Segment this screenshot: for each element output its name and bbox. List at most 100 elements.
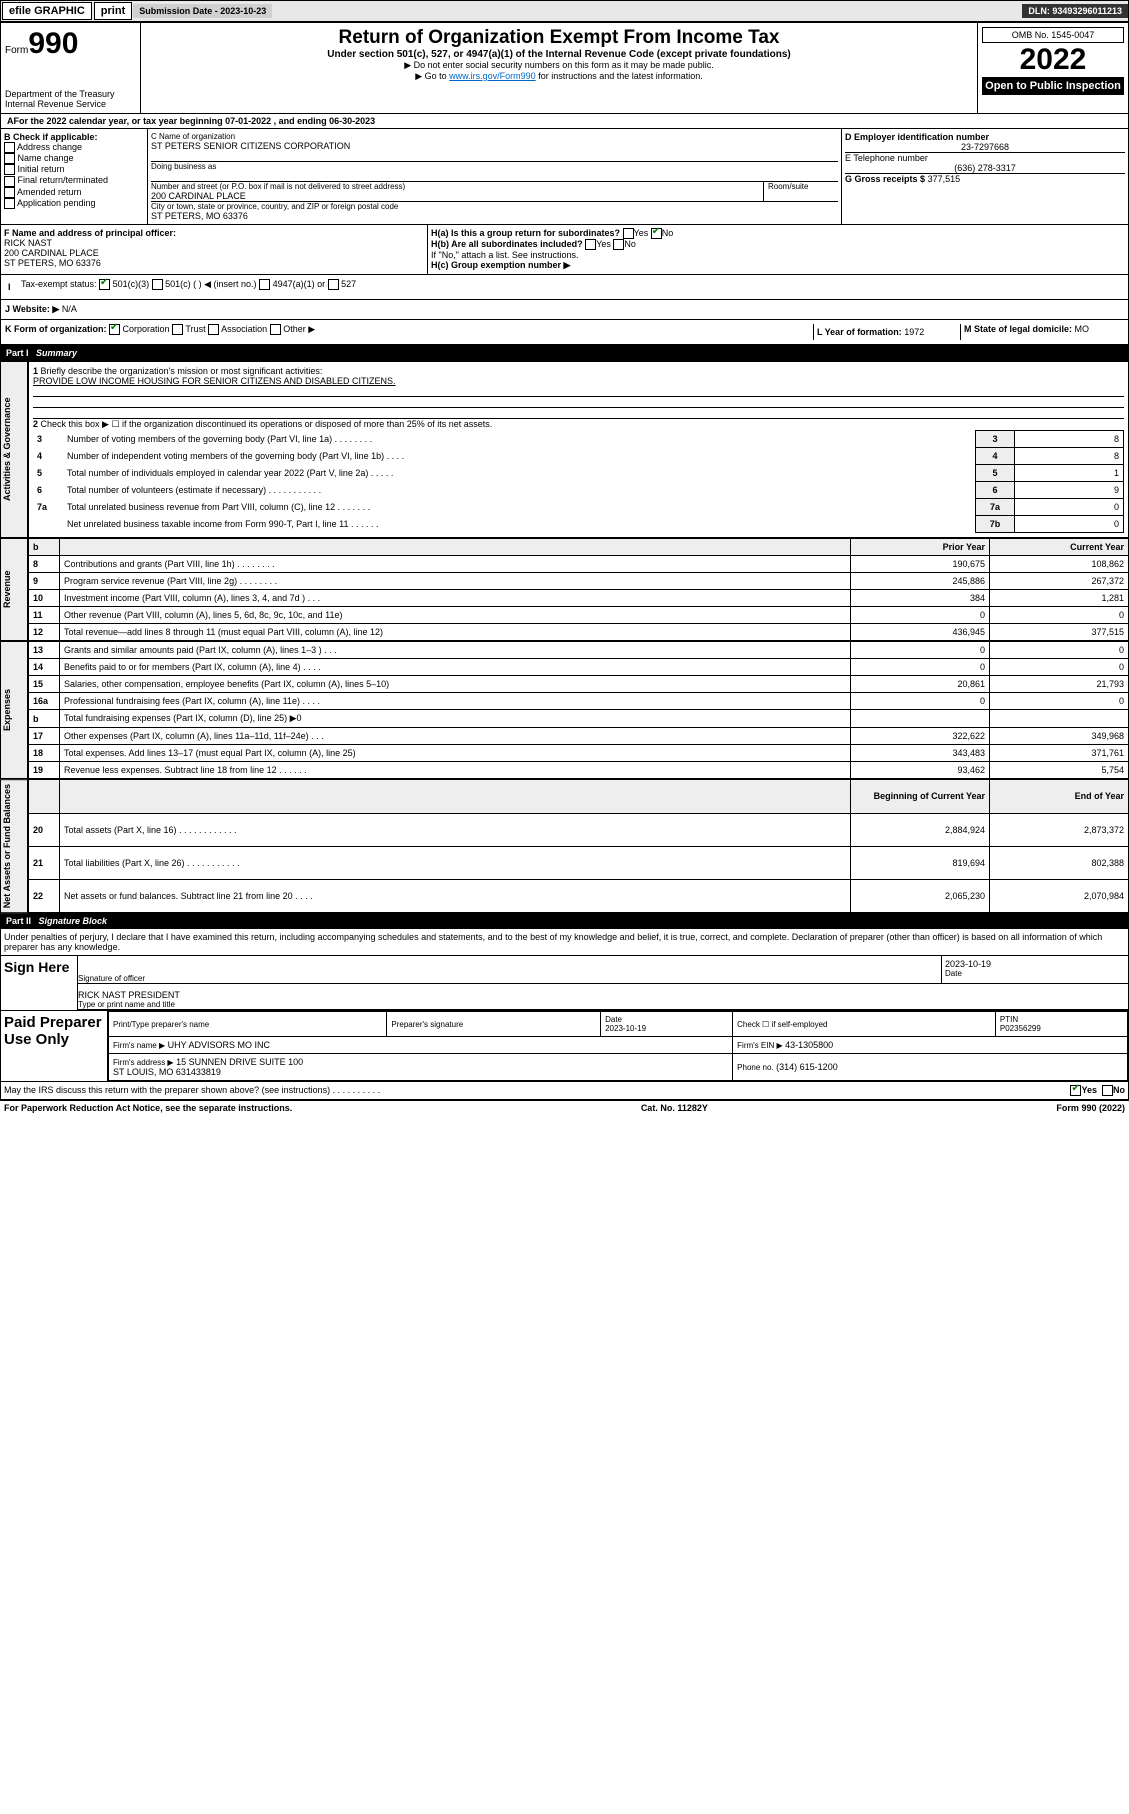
officer-name: RICK NAST: [4, 238, 424, 248]
firm-addr1: 15 SUNNEN DRIVE SUITE 100: [176, 1057, 303, 1067]
instructions-link[interactable]: www.irs.gov/Form990: [449, 71, 536, 81]
officer-sign-name: RICK NAST PRESIDENT: [78, 990, 1128, 1000]
firm-phone: (314) 615-1200: [776, 1062, 838, 1072]
paid-preparer-block: Paid Preparer Use Only Print/Type prepar…: [0, 1011, 1129, 1082]
instructions-link-line: ▶ Go to www.irs.gov/Form990 for instruct…: [145, 71, 973, 82]
part-i-header: Part I Summary: [0, 345, 1129, 361]
boxb-check[interactable]: [4, 176, 15, 187]
city-label: City or town, state or province, country…: [151, 202, 838, 211]
k-other[interactable]: [270, 324, 281, 335]
form-header: Form990 Department of the Treasury Inter…: [0, 22, 1129, 114]
box-f-label: F Name and address of principal officer:: [4, 228, 176, 238]
status-527[interactable]: [328, 279, 339, 290]
dba-label: Doing business as: [151, 162, 838, 171]
box-c-name-label: C Name of organization: [151, 132, 838, 141]
org-city: ST PETERS, MO 63376: [151, 211, 838, 221]
ein: 23-7297668: [845, 142, 1125, 152]
tax-period: AFor the 2022 calendar year, or tax year…: [0, 114, 1129, 129]
print-button[interactable]: print: [94, 2, 132, 20]
hc-label: H(c) Group exemption number ▶: [431, 260, 570, 270]
cat-no: Cat. No. 11282Y: [641, 1103, 708, 1113]
paperwork-notice: For Paperwork Reduction Act Notice, see …: [4, 1103, 292, 1113]
box-b-label: B Check if applicable:: [4, 132, 98, 142]
officer-city: ST PETERS, MO 63376: [4, 258, 424, 268]
declaration: Under penalties of perjury, I declare th…: [0, 929, 1129, 956]
exp-vlabel: Expenses: [0, 641, 28, 779]
ha-yes[interactable]: [623, 228, 634, 239]
form-word: Form: [5, 45, 28, 56]
website-label: Website: ▶: [13, 304, 60, 315]
tax-year: 2022: [982, 43, 1124, 77]
form-foot: Form 990 (2022): [1056, 1103, 1125, 1113]
hb-yes[interactable]: [585, 239, 596, 250]
footer-row: For Paperwork Reduction Act Notice, see …: [0, 1100, 1129, 1115]
officer-street: 200 CARDINAL PLACE: [4, 248, 424, 258]
legal-domicile: MO: [1075, 324, 1090, 334]
hb-label: H(b) Are all subordinates included?: [431, 239, 583, 249]
sign-date: 2023-10-19: [945, 959, 1125, 969]
l2-label: Check this box ▶ ☐ if the organization d…: [41, 419, 493, 429]
status-501c3[interactable]: [99, 279, 110, 290]
l1-label: Briefly describe the organization's miss…: [41, 366, 323, 376]
phone: (636) 278-3317: [845, 163, 1125, 173]
ssn-warning: ▶ Do not enter social security numbers o…: [145, 60, 973, 71]
rev-vlabel: Revenue: [0, 538, 28, 641]
box-g-label: G Gross receipts $: [845, 174, 925, 184]
efile-button[interactable]: efile GRAPHIC: [2, 2, 92, 20]
na-vlabel: Net Assets or Fund Balances: [0, 779, 28, 913]
mission-text: PROVIDE LOW INCOME HOUSING FOR SENIOR CI…: [33, 376, 1124, 386]
ptin: P02356299: [1000, 1024, 1041, 1033]
hb-no[interactable]: [613, 239, 624, 250]
box-k-label: K Form of organization:: [5, 324, 107, 334]
k-trust[interactable]: [172, 324, 183, 335]
boxb-check[interactable]: [4, 142, 15, 153]
net-assets-section: Net Assets or Fund Balances Beginning of…: [0, 779, 1129, 913]
boxb-check[interactable]: [4, 198, 15, 209]
dln-label: DLN: 93493296011213: [1022, 4, 1128, 18]
discuss-row: May the IRS discuss this return with the…: [0, 1082, 1129, 1100]
sign-here-label: Sign Here: [1, 956, 78, 1010]
ag-vlabel: Activities & Governance: [0, 361, 28, 538]
room-label: Room/suite: [763, 182, 838, 201]
firm-addr2: ST LOUIS, MO 631433819: [113, 1067, 221, 1077]
submission-date: Submission Date - 2023-10-23: [133, 4, 272, 18]
expenses-section: Expenses 13Grants and similar amounts pa…: [0, 641, 1129, 779]
prep-date: 2023-10-19: [605, 1024, 646, 1033]
box-l-label: L Year of formation:: [817, 327, 902, 337]
boxb-check[interactable]: [4, 187, 15, 198]
klm-row: K Form of organization: Corporation Trus…: [0, 320, 1129, 345]
addr-label: Number and street (or P.O. box if mail i…: [151, 182, 763, 191]
org-street: 200 CARDINAL PLACE: [151, 191, 763, 201]
sign-here-block: Sign Here Signature of officer 2023-10-1…: [0, 956, 1129, 1011]
website-row: J Website: ▶ N/A: [0, 300, 1129, 320]
tax-status-label: Tax-exempt status:: [21, 279, 97, 289]
hb-hint: If "No," attach a list. See instructions…: [431, 250, 1125, 260]
form-number: 990: [28, 27, 78, 60]
k-corp[interactable]: [109, 324, 120, 335]
sig-officer-line: Signature of officer: [78, 956, 941, 984]
status-4947[interactable]: [259, 279, 270, 290]
top-toolbar: efile GRAPHIC print Submission Date - 20…: [0, 0, 1129, 22]
ha-no[interactable]: [651, 228, 662, 239]
discuss-yes[interactable]: [1070, 1085, 1081, 1096]
box-d-label: D Employer identification number: [845, 132, 989, 142]
boxb-check[interactable]: [4, 164, 15, 175]
revenue-section: Revenue bPrior YearCurrent Year8Contribu…: [0, 538, 1129, 641]
boxb-check[interactable]: [4, 153, 15, 164]
firm-ein: 43-1305800: [785, 1040, 833, 1050]
paid-prep-label: Paid Preparer Use Only: [1, 1011, 108, 1081]
box-e-label: E Telephone number: [845, 153, 1125, 163]
irs-label: Internal Revenue Service: [5, 99, 136, 109]
dept-label: Department of the Treasury: [5, 89, 136, 99]
status-row: I Tax-exempt status: 501(c)(3) 501(c) ( …: [0, 275, 1129, 300]
box-m-label: M State of legal domicile:: [964, 324, 1072, 334]
omb-number: OMB No. 1545-0047: [982, 27, 1124, 43]
open-to-public: Open to Public Inspection: [982, 77, 1124, 95]
firm-name: UHY ADVISORS MO INC: [168, 1040, 270, 1050]
k-assoc[interactable]: [208, 324, 219, 335]
status-501c[interactable]: [152, 279, 163, 290]
activities-governance: Activities & Governance 1 Briefly descri…: [0, 361, 1129, 538]
gross-receipts: 377,515: [928, 174, 961, 184]
info-block: B Check if applicable: Address change Na…: [0, 129, 1129, 225]
discuss-no[interactable]: [1102, 1085, 1113, 1096]
